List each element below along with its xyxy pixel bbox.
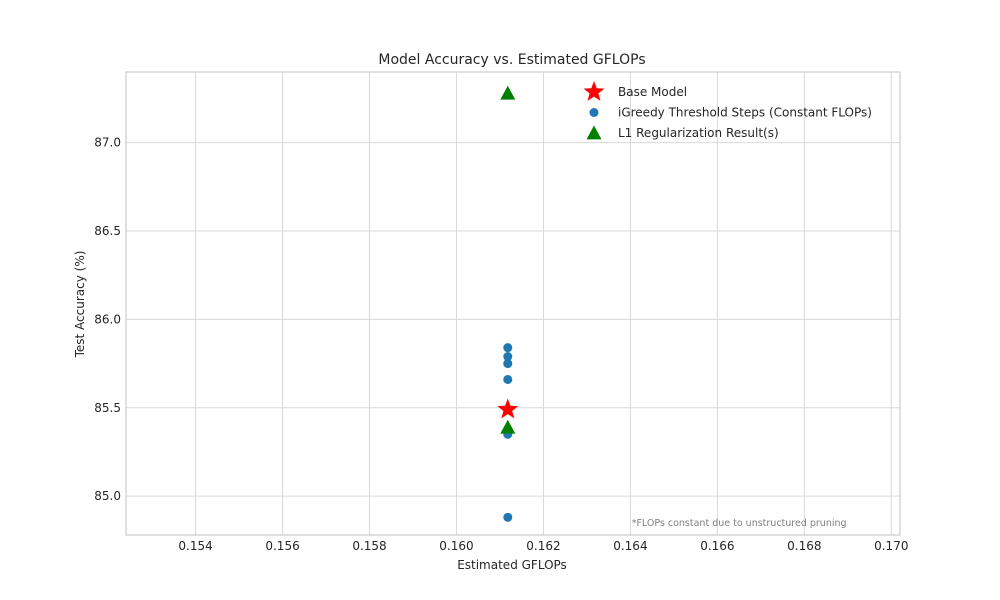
star-point [497, 398, 519, 419]
x-tick-label: 0.158 [352, 539, 386, 553]
x-axis-label: Estimated GFLOPs [457, 558, 567, 572]
footnote-annotation: *FLOPs constant due to unstructured prun… [632, 518, 847, 529]
triangle-point [500, 419, 516, 434]
y-tick-label: 87.0 [94, 136, 121, 150]
y-tick-label: 86.5 [94, 224, 121, 238]
y-tick-labels: 85.0 85.5 86.0 86.5 87.0 [94, 136, 121, 503]
chart-title: Model Accuracy vs. Estimated GFLOPs [378, 52, 645, 68]
legend-label: L1 Regularization Result(s) [618, 126, 779, 140]
circle-point [503, 512, 513, 522]
x-tick-label: 0.168 [787, 539, 821, 553]
legend-star-marker [583, 81, 605, 101]
x-tick-label: 0.156 [265, 539, 299, 553]
y-axis-label: Test Accuracy (%) [73, 251, 87, 359]
x-tick-label: 0.170 [874, 539, 908, 553]
x-tick-labels: 0.154 0.156 0.158 0.160 0.162 0.164 0.166 0.168… [178, 539, 908, 553]
y-tick-label: 85.5 [94, 401, 121, 415]
data-points [497, 85, 519, 522]
legend-circle-marker [589, 108, 599, 117]
y-tick-label: 85.0 [94, 489, 121, 503]
y-tick-label: 86.0 [94, 312, 121, 326]
circle-point [503, 374, 513, 384]
x-tick-label: 0.160 [439, 539, 473, 553]
plot-frame [125, 71, 901, 536]
annotations: *FLOPs constant due to unstructured prun… [632, 518, 847, 529]
plot-border [125, 71, 901, 536]
circle-point [503, 352, 513, 362]
triangle-point [500, 85, 516, 100]
x-tick-label: 0.162 [526, 539, 560, 553]
x-tick-label: 0.164 [613, 539, 647, 553]
circle-point [503, 343, 513, 353]
x-tick-label: 0.154 [178, 539, 212, 553]
legend-triangle-marker [586, 125, 602, 140]
grid-lines [126, 72, 900, 535]
legend-label: Base Model [618, 85, 687, 99]
legend-label: iGreedy Threshold Steps (Constant FLOPs) [618, 106, 872, 120]
x-tick-label: 0.166 [700, 539, 734, 553]
legend: Base Model iGreedy Threshold Steps (Const… [583, 81, 872, 140]
circle-point [503, 359, 513, 369]
